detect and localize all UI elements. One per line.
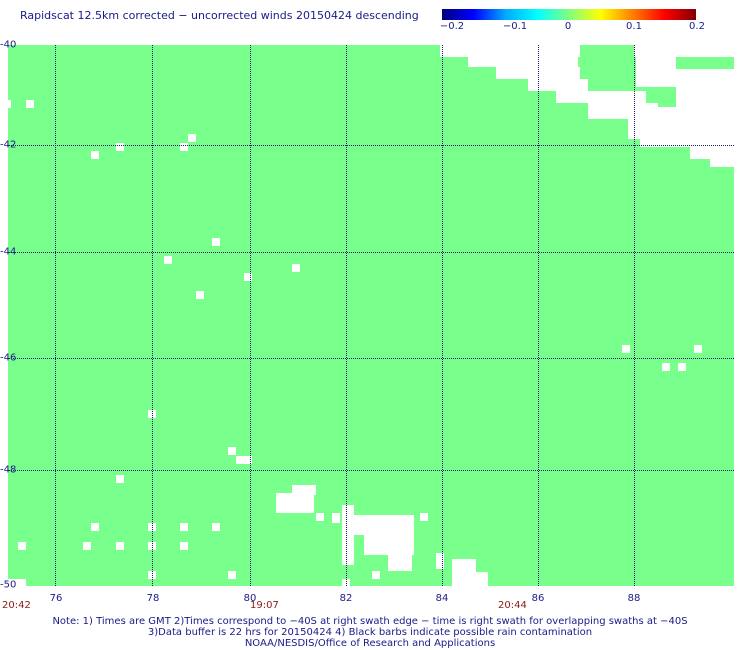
longitude-label: 80 — [243, 593, 257, 604]
no-data-cell — [116, 475, 124, 483]
no-data-region — [528, 79, 588, 91]
no-data-cell — [180, 143, 188, 151]
no-data-cell — [420, 513, 428, 521]
no-data-cell — [228, 571, 236, 579]
latitude-label: -46 — [0, 352, 17, 364]
latitude-label: -44 — [0, 246, 17, 258]
meridian-gridline — [55, 45, 56, 586]
latitude-label: -48 — [0, 464, 17, 476]
no-data-cell — [212, 238, 220, 246]
longitude-label: 88 — [627, 593, 641, 604]
no-data-region — [476, 572, 488, 586]
chart-title: Rapidscat 12.5km corrected − uncorrected… — [20, 9, 419, 22]
no-data-cell — [116, 143, 124, 151]
longitude-label: 78 — [146, 593, 160, 604]
no-data-region — [440, 45, 580, 57]
colorbar-tick-label: 0 — [564, 21, 572, 32]
parallel-gridline — [8, 145, 734, 146]
no-data-cell — [83, 542, 91, 550]
latitude-label: -40 — [0, 39, 17, 51]
longitude-label: 76 — [49, 593, 63, 604]
no-data-cell — [164, 256, 172, 264]
no-data-cell — [292, 264, 300, 272]
no-data-cell — [91, 151, 99, 159]
colorbar-tick-label: 0.1 — [626, 21, 642, 32]
swath-time-label: 19:07 — [250, 600, 279, 611]
no-data-cell — [316, 513, 324, 521]
swath-time-label: 20:44 — [498, 600, 527, 611]
colorbar-tick-label: −0.1 — [502, 21, 528, 32]
meridian-gridline — [634, 45, 635, 586]
longitude-label: 86 — [531, 593, 545, 604]
latitude-label: -42 — [0, 139, 17, 151]
meridian-gridline — [442, 45, 443, 586]
colorbar-tick-label: −0.2 — [439, 21, 465, 32]
no-data-region — [468, 57, 578, 67]
no-data-region — [640, 107, 734, 147]
no-data-cell — [436, 553, 444, 569]
footnote-line: NOAA/NESDIS/Office of Research and Appli… — [244, 638, 496, 649]
colorbar-tick-label: 0.2 — [689, 21, 705, 32]
swath-time-label: 20:42 — [2, 600, 31, 611]
footnote-line: Note: 1) Times are GMT 2)Times correspon… — [52, 616, 688, 627]
meridian-gridline — [538, 45, 539, 586]
no-data-cell — [622, 345, 630, 353]
meridian-gridline — [346, 45, 347, 586]
no-data-cell — [188, 134, 196, 142]
no-data-cell — [180, 542, 188, 550]
no-data-cell — [26, 100, 34, 108]
no-data-cell — [180, 523, 188, 531]
no-data-region — [276, 493, 314, 513]
no-data-cell — [196, 291, 204, 299]
no-data-cell — [662, 363, 670, 371]
no-data-region — [452, 559, 476, 586]
no-data-cell — [694, 345, 702, 353]
no-data-cell — [372, 571, 380, 579]
no-data-region — [342, 505, 354, 565]
no-data-region — [364, 535, 414, 555]
no-data-cell — [228, 447, 236, 455]
parallel-gridline — [8, 358, 734, 359]
latitude-label: -50 — [0, 579, 17, 591]
longitude-label: 82 — [339, 593, 353, 604]
meridian-gridline — [152, 45, 153, 586]
no-data-region — [710, 159, 734, 167]
no-data-cell — [18, 542, 26, 550]
no-data-cell — [212, 523, 220, 531]
no-data-cell — [116, 542, 124, 550]
no-data-region — [660, 69, 734, 87]
no-data-region — [354, 515, 414, 535]
parallel-gridline — [8, 470, 734, 471]
no-data-region — [634, 45, 734, 57]
footnote-line: 3)Data buffer is 22 hrs for 20150424 4) … — [147, 627, 593, 638]
no-data-cell — [236, 456, 252, 464]
no-data-cell — [8, 100, 11, 108]
no-data-cell — [8, 579, 26, 586]
wind-difference-map — [8, 45, 734, 586]
parallel-gridline — [8, 252, 734, 253]
meridian-gridline — [250, 45, 251, 586]
no-data-cell — [678, 363, 686, 371]
no-data-region — [690, 145, 734, 159]
no-data-cell — [332, 513, 340, 523]
longitude-label: 84 — [435, 593, 449, 604]
colorbar — [442, 9, 696, 20]
no-data-cell — [91, 523, 99, 531]
no-data-cell — [244, 273, 252, 281]
no-data-region — [556, 91, 646, 103]
no-data-region — [388, 555, 412, 571]
no-data-region — [292, 485, 316, 495]
